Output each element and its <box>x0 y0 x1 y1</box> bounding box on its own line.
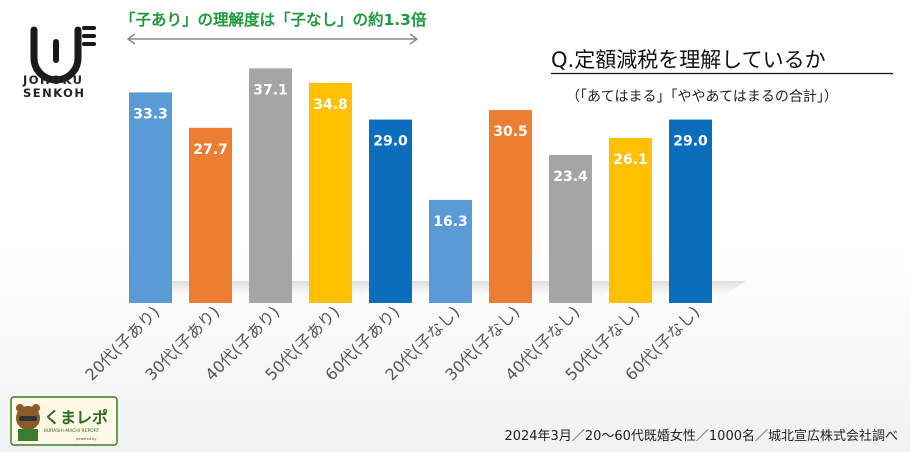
kumarepo-logo-name: くまレポ <box>44 408 108 427</box>
bar <box>429 199 472 303</box>
bar-value-label: 26.1 <box>613 152 648 168</box>
chart-subtitle: （「あてはまる」「ややあてはまるの合計」） <box>566 89 838 105</box>
bar-value-label: 29.0 <box>673 134 708 150</box>
bar <box>129 92 172 303</box>
double-arrow-icon <box>126 33 419 45</box>
bar-value-label: 27.7 <box>193 142 228 158</box>
bar-value-label: 29.0 <box>373 134 408 150</box>
title-underline <box>551 72 893 75</box>
brand-line-1: JOHOKU <box>23 73 84 87</box>
bar <box>489 110 532 304</box>
source-note: 2024年3月／20～60代既婚女性／1000名／城北宣広株式会社調べ <box>504 429 898 444</box>
bar <box>669 119 712 303</box>
brand-name: JOHOKU SENKOH <box>23 74 86 100</box>
bar <box>309 82 352 303</box>
kumarepo-logo-tagline: KURASHI-MACHI REPORT <box>44 428 100 434</box>
bar <box>189 127 232 303</box>
bar-value-label: 33.3 <box>133 106 168 122</box>
bar <box>249 68 292 303</box>
bar-value-label: 16.3 <box>433 214 468 230</box>
kumarepo-logo-powered: powered by <box>76 437 97 441</box>
johoku-senkoh-logo-icon <box>30 26 96 84</box>
bar-value-label: 23.4 <box>553 169 588 185</box>
bar <box>549 154 592 303</box>
bar-value-label: 37.1 <box>253 82 288 98</box>
bar <box>369 119 412 303</box>
brand-line-2: SENKOH <box>23 86 86 100</box>
bar <box>609 137 652 303</box>
comparison-annotation: 「子あり」の理解度は「子なし」の約1.3倍 <box>120 11 427 29</box>
bar-value-label: 30.5 <box>493 124 528 140</box>
kumarepo-logo-icon: くまレポ KURASHI-MACHI REPORT powered by <box>10 396 118 446</box>
chart-title: Q.定額減税を理解しているか <box>551 48 826 72</box>
bar-value-label: 34.8 <box>313 97 348 113</box>
